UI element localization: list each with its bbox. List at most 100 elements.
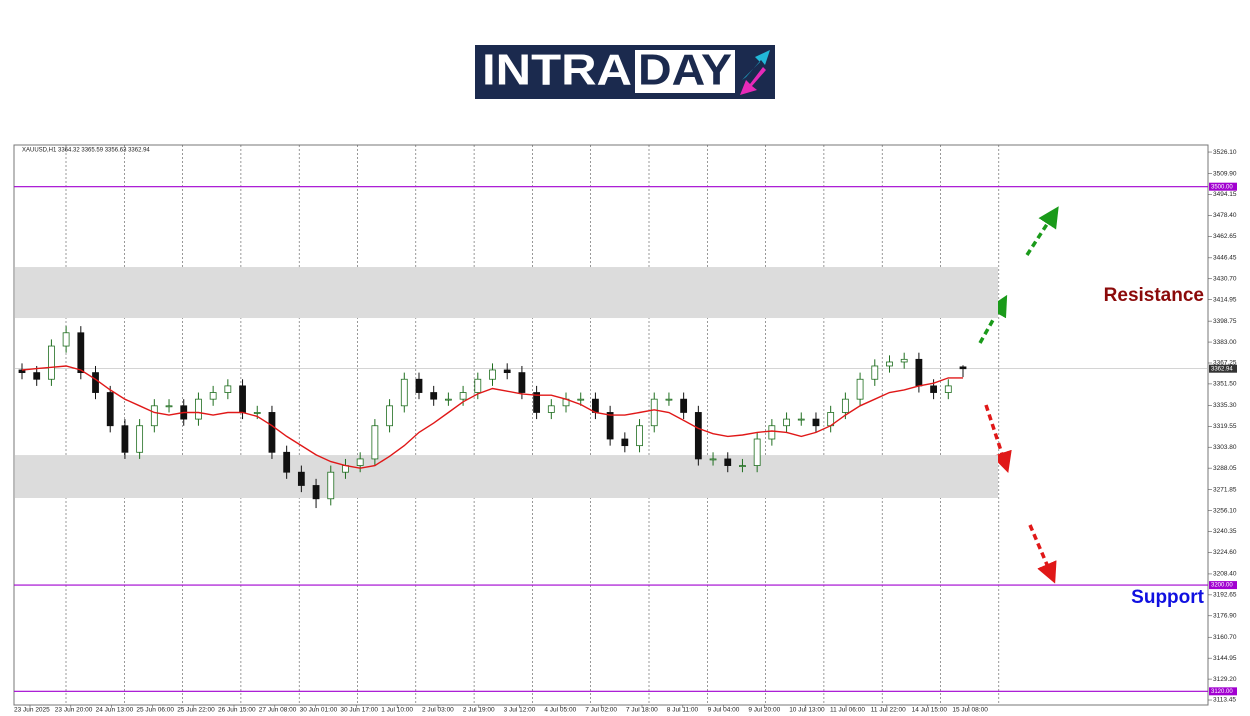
y-tick-label: 3113.45 [1213, 697, 1236, 704]
level-label: 3120.00 [1211, 689, 1233, 695]
candle-body [430, 392, 438, 400]
y-tick-label: 3319.55 [1213, 423, 1237, 430]
arrow-down [984, 404, 1012, 473]
level-label: 3200.00 [1211, 583, 1233, 589]
x-tick-label: 2 Jul 19:00 [463, 707, 495, 714]
candle-body [856, 378, 864, 400]
level-label-bg [1209, 581, 1237, 590]
y-tick-label: 3478.40 [1213, 212, 1237, 219]
candle-body [371, 425, 379, 460]
arrow-down [1028, 524, 1057, 584]
candle-body [694, 412, 702, 460]
x-tick-label: 24 Jun 13:00 [96, 707, 134, 714]
candle-body [165, 405, 173, 408]
logo: INTRA DAY [475, 45, 775, 99]
y-tick-label: 3430.70 [1213, 275, 1237, 282]
candle-body [709, 458, 717, 461]
last-price-label: 3362.94 [1211, 366, 1233, 372]
x-tick-label: 27 Jun 08:00 [259, 707, 297, 714]
candle-body [665, 398, 673, 401]
x-tick-label: 9 Jul 20:00 [748, 707, 780, 714]
x-tick-label: 9 Jul 04:00 [708, 707, 740, 714]
candle-body [739, 465, 746, 467]
x-tick-label: 25 Jun 22:00 [177, 707, 215, 714]
candle-body [592, 398, 599, 413]
candle-body [209, 392, 217, 400]
candle-body [886, 361, 893, 367]
y-tick-label: 3509.90 [1213, 170, 1237, 177]
y-tick-label: 3383.00 [1213, 339, 1237, 346]
candle-body [547, 405, 555, 413]
candle-body [900, 358, 908, 363]
candle-body [283, 451, 291, 473]
y-tick-label: 3256.10 [1213, 507, 1237, 514]
last-price-bg [1209, 364, 1237, 373]
candle-body [915, 358, 923, 387]
candle-body [606, 412, 614, 440]
arrows [978, 206, 1059, 584]
annotation: Support [1131, 587, 1204, 608]
candle-body [621, 438, 629, 447]
x-tick-label: 2 Jul 03:00 [422, 707, 454, 714]
level-label-bg [1209, 687, 1237, 696]
y-tick-label: 3144.95 [1213, 655, 1237, 662]
candle-body [680, 398, 688, 413]
x-tick-label: 11 Jul 22:00 [871, 707, 906, 714]
v-grid [65, 145, 1000, 705]
level-label-bg [1209, 182, 1237, 191]
y-tick-label: 3208.40 [1213, 571, 1237, 578]
candle-body [92, 372, 99, 393]
x-tick-label: 25 Jun 06:00 [136, 707, 174, 714]
candle-body [415, 378, 423, 393]
candle-body [533, 392, 541, 413]
candle-body [474, 378, 482, 393]
x-tick-label: 14 Jul 15:00 [912, 707, 948, 714]
candle-body [150, 405, 158, 427]
arrow-up [978, 294, 1008, 344]
moving-average [21, 365, 963, 469]
candle-body [297, 471, 305, 486]
candle-body [503, 369, 511, 374]
candle-body [33, 372, 41, 380]
plot-frame [13, 144, 1209, 706]
y-tick-label: 3351.50 [1213, 381, 1237, 388]
y-tick-label: 3367.25 [1213, 360, 1237, 367]
y-tick-label: 3129.20 [1213, 676, 1237, 683]
y-tick-label: 3288.05 [1213, 465, 1237, 472]
y-tick-label: 3160.70 [1213, 634, 1237, 641]
candle-body [444, 398, 452, 401]
y-tick-label: 3526.10 [1213, 149, 1237, 156]
x-tick-label: 7 Jul 02:00 [585, 707, 617, 714]
candle-body [356, 458, 364, 466]
logo-left: INTRA [482, 46, 632, 95]
x-tick-label: 11 Jul 06:00 [830, 707, 865, 714]
x-tick-label: 23 Jun 20:00 [55, 707, 93, 714]
y-tick-label: 3414.95 [1213, 296, 1237, 303]
y-tick-label: 3303.80 [1213, 444, 1237, 451]
logo-arrow-up [742, 50, 770, 80]
x-tick-label: 23 Jun 2025 [14, 707, 50, 714]
arrow-up [1025, 206, 1059, 256]
candle-body [253, 412, 261, 414]
candle-body [327, 471, 335, 500]
x-tick-label: 8 Jul 11:00 [667, 707, 699, 714]
candle-body [268, 412, 276, 453]
candle-body [224, 385, 232, 393]
zone [15, 455, 998, 498]
candle-body [797, 418, 805, 421]
candle-body [518, 372, 526, 393]
candle-body [312, 485, 320, 500]
x-tick-label: 7 Jul 18:00 [626, 707, 658, 714]
level-label: 3500.00 [1211, 184, 1233, 190]
candle-body [724, 458, 732, 466]
candle-body [62, 332, 70, 347]
x-tick-label: 10 Jul 13:00 [789, 707, 825, 714]
y-tick-label: 3446.45 [1213, 255, 1237, 262]
candle-body [459, 392, 467, 400]
candle-body [400, 378, 408, 407]
y-tick-label: 3494.15 [1213, 191, 1237, 198]
y-tick-label: 3224.60 [1213, 549, 1237, 556]
y-tick-label: 3176.90 [1213, 612, 1237, 619]
candle-body [121, 425, 129, 453]
